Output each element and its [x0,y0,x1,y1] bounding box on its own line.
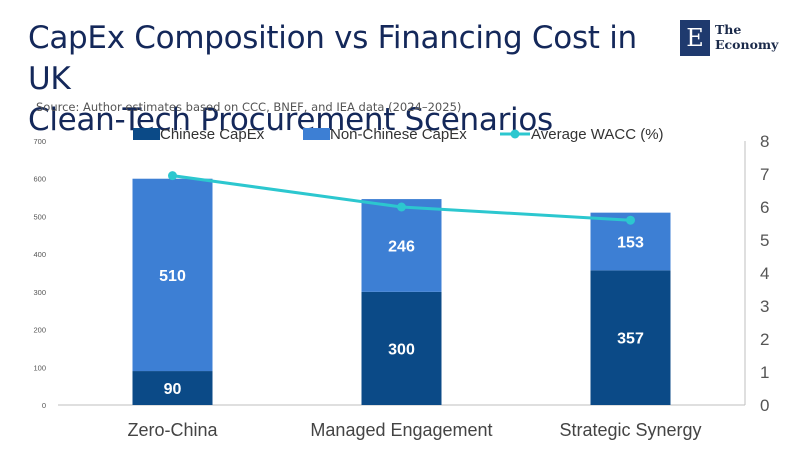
bar-data-label: 90 [164,381,182,398]
source-note: Source: Author estimates based on CCC, B… [36,100,462,114]
bar-data-label: 246 [388,238,415,255]
y-left-tick-label: 600 [33,175,46,184]
bar-data-label: 153 [617,235,644,252]
y-right-tick-label: 5 [760,231,769,250]
y-right-tick-label: 0 [760,396,769,415]
wacc-point [397,202,406,212]
bar-chinese-capex [590,270,671,405]
y-right-tick-label: 2 [760,330,769,349]
y-left-tick-label: 700 [33,137,46,146]
chart-title-line-2: Clean-Tech Procurement Scenarios [28,102,553,138]
y-left-tick-label: 300 [33,288,46,297]
y-right-tick-label: 4 [760,264,769,283]
y-left-tick-label: 400 [33,250,46,259]
legend-label: Average WACC (%) [531,126,664,143]
y-right-tick-label: 3 [760,297,769,316]
logo-line-1: The [715,22,742,37]
wacc-point [626,215,635,225]
y-left-tick-label: 100 [33,363,46,372]
bar-non-chinese-capex [361,199,442,292]
y-right-tick-label: 8 [760,132,769,151]
bar-non-chinese-capex [132,178,213,372]
bar-data-label: 300 [388,341,415,358]
logo-line-2: Economy [715,37,779,52]
legend-label: Non-Chinese CapEx [330,126,467,143]
bar-data-label: 357 [617,331,644,348]
x-tick-label: Managed Engagement [310,420,492,440]
legend-marker [510,129,520,139]
legend-swatch-0 [133,128,160,140]
bar-chinese-capex [361,291,442,405]
bar-data-label: 510 [159,268,186,285]
logo-wordmark: The Economy [715,22,795,52]
bar-chinese-capex [132,371,213,405]
logo-mark: E [680,20,710,56]
wacc-point [168,171,177,181]
y-left-tick-label: 500 [33,212,46,221]
y-left-tick-label: 0 [42,401,46,410]
chart-title: CapEx Composition vs Financing Cost in U… [28,18,668,141]
legend-label: Chinese CapEx [160,126,265,143]
y-right-tick-label: 6 [760,198,769,217]
chart-title-line-1: CapEx Composition vs Financing Cost in U… [28,20,637,97]
publisher-logo: E The Economy [680,20,790,60]
x-tick-label: Strategic Synergy [559,420,701,440]
legend-swatch-1 [303,128,330,140]
y-left-tick-label: 200 [33,326,46,335]
y-right-tick-label: 1 [760,363,769,382]
x-tick-label: Zero-China [127,420,218,440]
y-right-tick-label: 7 [760,165,769,184]
